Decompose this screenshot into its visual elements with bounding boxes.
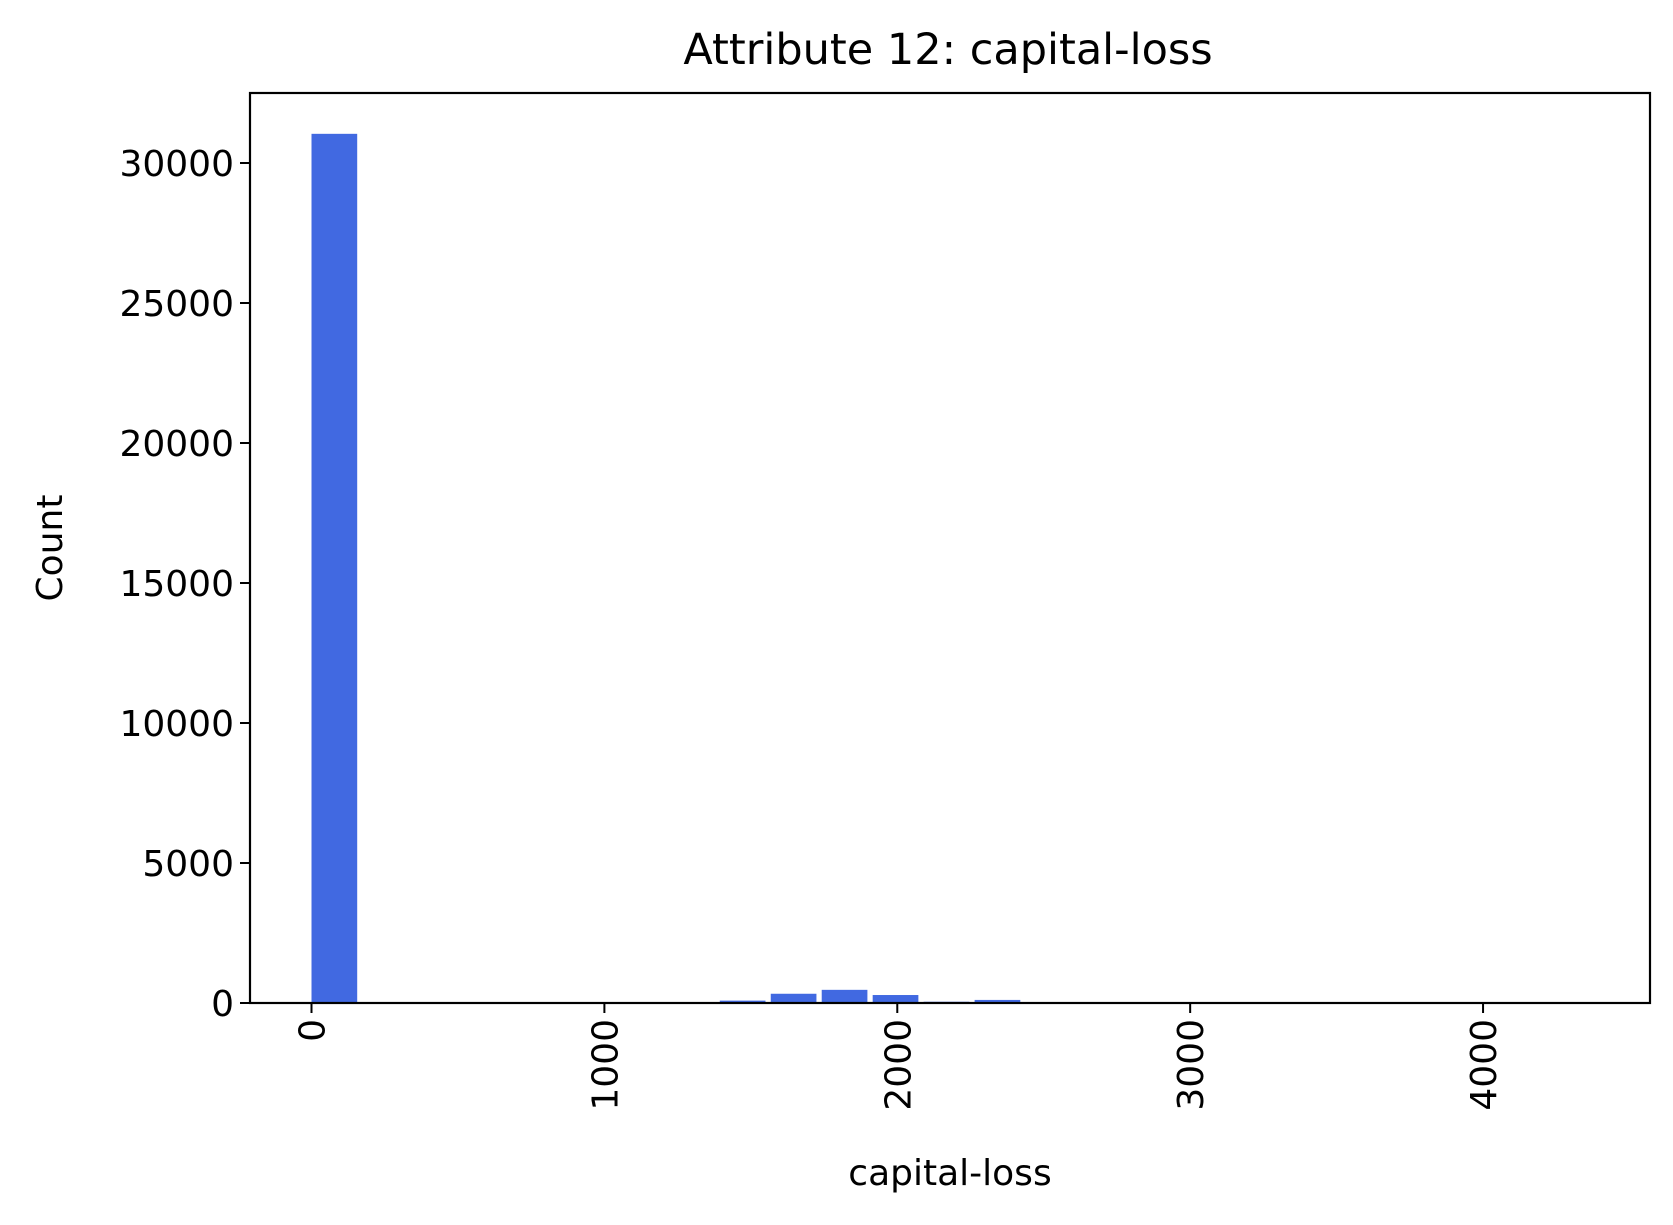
y-tick-label-1: 5000 xyxy=(142,844,234,885)
x-axis-label: capital-loss xyxy=(848,1153,1051,1194)
y-tick-label-4: 20000 xyxy=(119,424,234,465)
x-tick-label-3: 3000 xyxy=(1171,1019,1212,1111)
x-tick-label-1: 1000 xyxy=(585,1019,626,1111)
histogram-bar-1 xyxy=(719,1000,766,1003)
x-axis-ticks: 0 1000 2000 3000 4000 xyxy=(293,1003,1505,1111)
y-tick-label-5: 25000 xyxy=(119,284,234,325)
histogram-bar-4 xyxy=(872,995,919,1003)
histogram-bar-3 xyxy=(821,989,868,1003)
y-axis-ticks: 0 5000 10000 15000 20000 25000 30000 xyxy=(119,144,250,1025)
y-tick-label-2: 10000 xyxy=(119,704,234,745)
y-axis-label: Count xyxy=(30,495,71,602)
y-tick-label-6: 30000 xyxy=(119,144,234,185)
histogram-bar-2 xyxy=(770,993,817,1003)
y-tick-label-3: 15000 xyxy=(119,564,234,605)
x-tick-label-0: 0 xyxy=(293,1019,334,1042)
y-tick-label-0: 0 xyxy=(211,984,234,1025)
bars-layer xyxy=(311,133,1021,1004)
x-tick-label-4: 4000 xyxy=(1464,1019,1505,1111)
histogram-bar-6 xyxy=(974,999,1021,1003)
chart-title: Attribute 12: capital-loss xyxy=(683,25,1212,75)
x-tick-label-2: 2000 xyxy=(878,1019,919,1111)
histogram-bar-0 xyxy=(311,133,358,1004)
plot-frame xyxy=(248,91,1652,1005)
